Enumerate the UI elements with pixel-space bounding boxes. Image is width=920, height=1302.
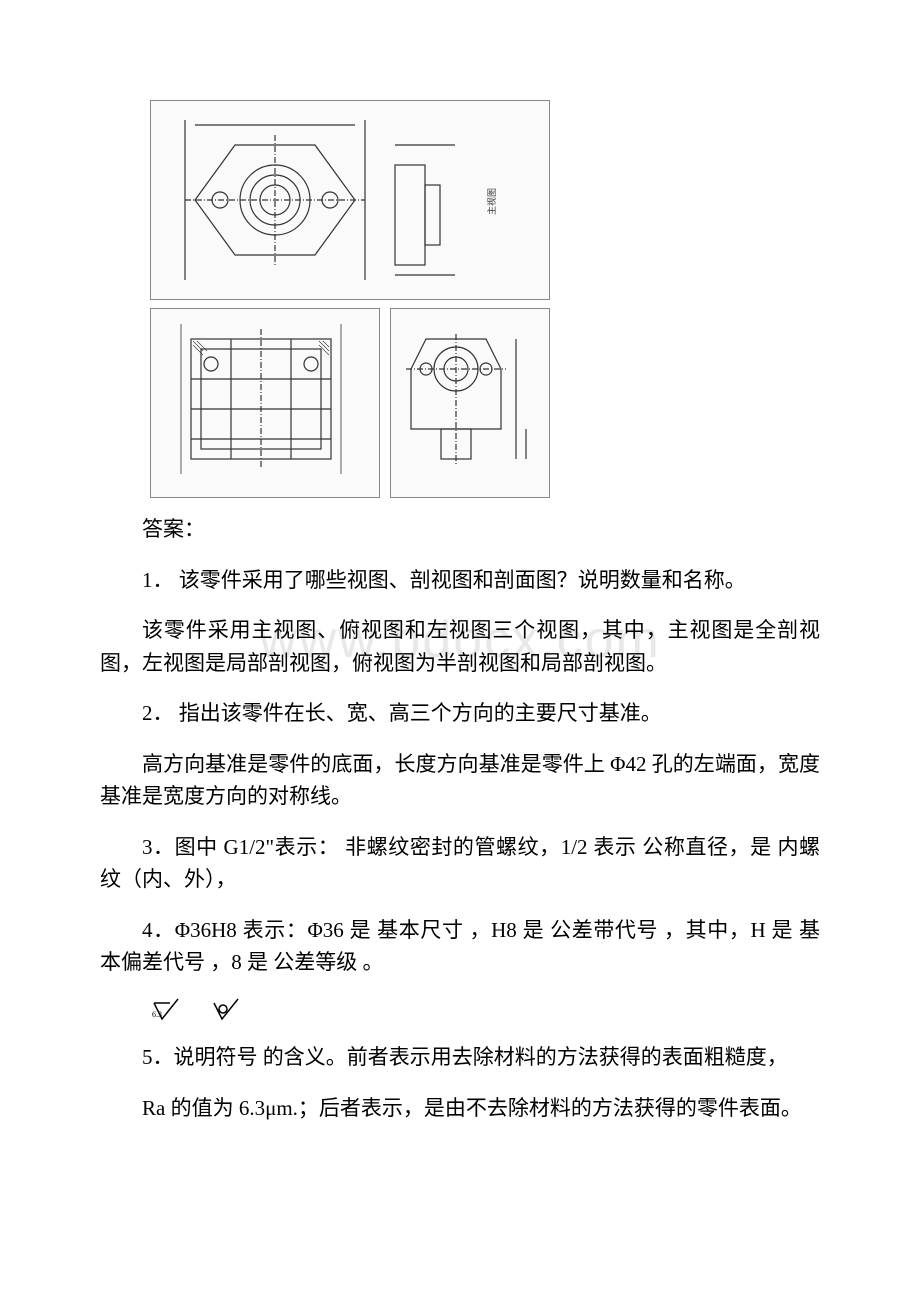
question-5: 5．说明符号 的含义。前者表示用去除材料的方法获得的表面粗糙度， [100, 1041, 820, 1074]
question-1: 1． 该零件采用了哪些视图、剖视图和剖面图？说明数量和名称。 [100, 564, 820, 597]
mechanical-drawing-side-icon [391, 309, 541, 489]
drawing-bottom-row [150, 308, 820, 498]
svg-text:主视图: 主视图 [486, 188, 497, 215]
answer-5: Ra 的值为 6.3μm.；后者表示，是由不去除材料的方法获得的零件表面。 [100, 1092, 820, 1125]
mechanical-drawing-top-icon: 主视图 [155, 105, 545, 295]
drawing-side-view [390, 308, 550, 498]
mechanical-drawing-section-icon [151, 309, 371, 489]
drawing-section-view [150, 308, 380, 498]
question-2: 2． 指出该零件在长、宽、高三个方向的主要尺寸基准。 [100, 697, 820, 730]
surface-roughness-no-removal-icon [210, 997, 246, 1023]
technical-drawings: 主视图 [150, 100, 820, 498]
question-3: 3．图中 G1/2"表示： 非螺纹密封的管螺纹，1/2 表示 公称直径，是 内螺… [100, 831, 820, 896]
answer-1: 该零件采用主视图、俯视图和左视图三个视图，其中，主视图是全剖视图，左视图是局部剖… [100, 614, 820, 679]
surface-roughness-removal-icon: 6.3 [150, 997, 190, 1023]
document-content: 主视图 [100, 100, 820, 1124]
question-4: 4．Φ36H8 表示：Φ36 是 基本尺寸 ，H8 是 公差带代号 ，其中，H … [100, 914, 820, 979]
svg-text:6.3: 6.3 [152, 1010, 162, 1019]
drawing-top-view: 主视图 [150, 100, 550, 300]
answer-2: 高方向基准是零件的底面，长度方向基准是零件上 Φ42 孔的左端面，宽度基准是宽度… [100, 748, 820, 813]
answer-heading: 答案： [100, 513, 820, 546]
roughness-symbols: 6.3 [150, 997, 820, 1023]
